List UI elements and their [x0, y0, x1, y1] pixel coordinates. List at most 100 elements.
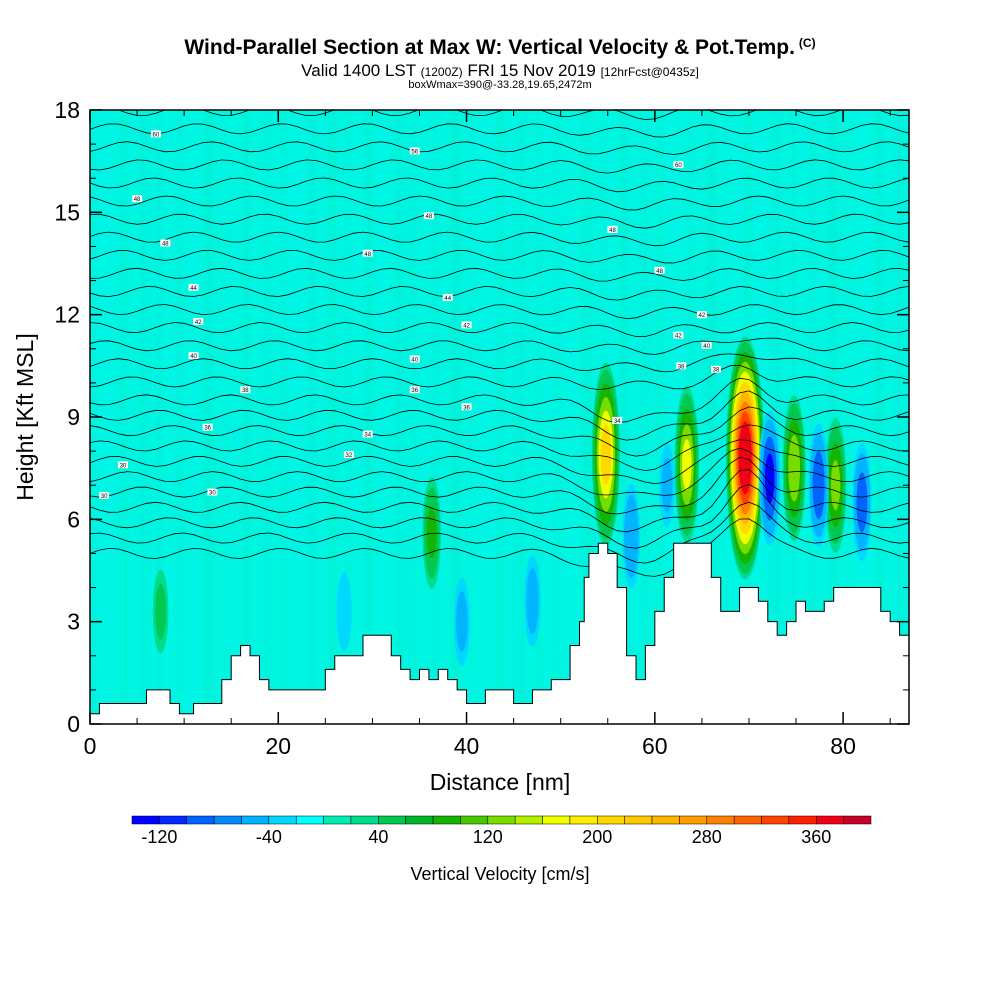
- theta-label: 38: [240, 386, 251, 394]
- theta-label: 48: [423, 212, 434, 220]
- stripe: [808, 110, 818, 724]
- stripe: [222, 110, 229, 724]
- theta-label: 40: [409, 355, 420, 364]
- w-cell-level: [856, 472, 868, 533]
- theta-label-bg: [188, 283, 199, 291]
- theta-label: 48: [607, 225, 618, 234]
- theta-label: 48: [160, 239, 171, 248]
- stripe: [553, 110, 563, 724]
- colorbar-swatch: [843, 815, 872, 825]
- colorbar: -120 -40 40 120 200 280 360: [131, 815, 872, 847]
- theta-label-bg: [423, 212, 434, 220]
- theta-contour: [90, 249, 909, 264]
- stripe: [846, 110, 853, 724]
- theta-label-bg: [202, 423, 213, 431]
- theta-label-bg: [673, 161, 684, 169]
- theta-contour: [90, 267, 909, 282]
- valid-date: FRI 15 Nov 2019: [467, 61, 596, 80]
- w-cell: [808, 423, 829, 548]
- x-tick-label: 60: [642, 733, 668, 759]
- title-main: Wind-Parallel Section at Max W: Vertical…: [184, 36, 795, 59]
- stripe: [874, 110, 884, 724]
- colorbar-tick-label: 360: [801, 827, 831, 847]
- valid-utc: (1200Z): [420, 65, 463, 79]
- stripe: [827, 110, 840, 724]
- colorbar-swatch: [405, 815, 434, 825]
- theta-label: 44: [188, 283, 199, 292]
- theta-label-bg: [673, 331, 684, 339]
- theta-label-bg: [409, 147, 420, 155]
- theta-label-text: 38: [678, 364, 685, 370]
- title-copyright: (C): [798, 36, 816, 50]
- theta-label: 32: [343, 451, 354, 459]
- theta-label: 40: [701, 341, 712, 350]
- colorbar-tick-label: -120: [141, 827, 177, 847]
- theta-contour: [90, 141, 909, 155]
- y-tick-label: 0: [67, 711, 80, 737]
- theta-label-bg: [676, 362, 687, 370]
- stripe: [723, 110, 730, 724]
- theta-label: 42: [696, 311, 707, 319]
- theta-label-text: 56: [411, 149, 418, 155]
- theta-contour: [90, 337, 909, 355]
- theta-contour: [90, 483, 909, 549]
- theta-contour: [90, 390, 909, 441]
- theta-label-bg: [654, 266, 665, 274]
- colorbar-swatch: [460, 815, 489, 825]
- stripe: [203, 110, 216, 724]
- theta-label-text: 42: [675, 334, 682, 340]
- w-cell-level: [661, 457, 673, 513]
- colorbar-swatch: [487, 815, 516, 825]
- theta-label-text: 48: [609, 228, 616, 234]
- colorbar-label: Vertical Velocity [cm/s]: [410, 864, 590, 884]
- stripe: [496, 110, 506, 724]
- w-cell: [591, 362, 620, 547]
- theta-label: 40: [188, 352, 199, 360]
- theta-label: 44: [442, 294, 453, 302]
- theta-contour: [90, 195, 909, 211]
- chart-title: Wind-Parallel Section at Max W: Vertical…: [0, 36, 1000, 60]
- theta-label-text: 40: [190, 354, 197, 360]
- theta-label: 36: [461, 403, 472, 411]
- theta-label-bg: [240, 386, 251, 394]
- theta-label-text: 60: [153, 132, 160, 138]
- theta-label-bg: [461, 403, 472, 411]
- theta-label: 30: [117, 461, 128, 469]
- y-tick-label: 9: [67, 404, 80, 430]
- w-cell: [852, 443, 872, 562]
- theta-label: 48: [132, 195, 143, 203]
- w-cell: [725, 336, 765, 579]
- x-tick-label: 20: [265, 733, 291, 759]
- stripe: [175, 110, 185, 724]
- theta-label-bg: [343, 451, 354, 459]
- theta-contour: [90, 285, 909, 301]
- theta-label-bg: [117, 461, 128, 469]
- w-cell-level: [155, 583, 167, 640]
- w-cell-level: [526, 568, 539, 635]
- vertical-velocity-cells: [152, 336, 872, 666]
- theta-label-text: 48: [162, 242, 169, 248]
- theta-label: 36: [409, 386, 420, 394]
- theta-label-text: 48: [426, 214, 433, 220]
- stripe: [137, 110, 150, 724]
- theta-label-text: 42: [699, 313, 706, 319]
- theta-label-text: 34: [614, 419, 621, 425]
- theta-label: 34: [612, 416, 623, 425]
- w-cell-level: [682, 439, 692, 491]
- theta-label: 30: [99, 491, 110, 500]
- colorbar-swatch: [323, 815, 352, 825]
- colorbar-tick-label: 280: [692, 827, 722, 847]
- w-cell: [422, 477, 441, 589]
- stripe: [279, 110, 286, 724]
- theta-contour: [90, 406, 909, 457]
- valid-prefix: Valid 1400 LST: [301, 61, 416, 80]
- stripe: [770, 110, 783, 724]
- theta-label-text: 36: [204, 426, 211, 432]
- colorbar-swatch: [679, 815, 708, 825]
- stripe: [364, 110, 374, 724]
- theta-contour: [117, 110, 909, 121]
- theta-label-bg: [150, 130, 161, 138]
- theta-contour: [90, 518, 909, 577]
- colorbar-swatch: [295, 815, 324, 825]
- theta-label-text: 40: [703, 344, 710, 350]
